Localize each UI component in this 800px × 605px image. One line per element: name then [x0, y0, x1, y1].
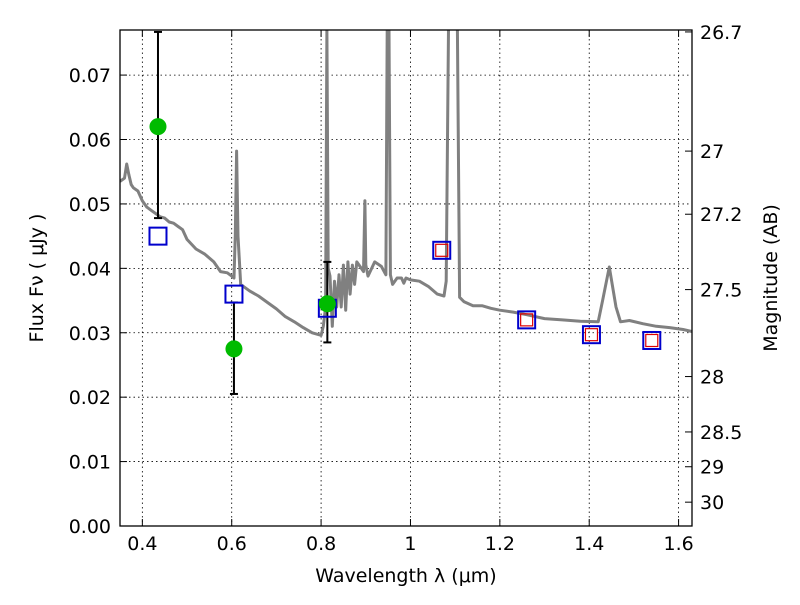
x-tick-label: 0.6	[217, 533, 247, 555]
y-tick-label: 0.05	[69, 194, 111, 216]
y2-tick-label: 27.2	[700, 204, 742, 226]
y-tick-label: 0.01	[69, 452, 111, 474]
observed-points	[149, 118, 336, 358]
y-tick-label: 0.02	[69, 387, 111, 409]
model-small-square	[435, 243, 449, 257]
model-square	[517, 310, 537, 330]
spectrum-curve	[120, 30, 692, 337]
observed-point	[149, 118, 167, 136]
model-small-square	[520, 313, 534, 327]
y-tick-label: 0.00	[69, 516, 111, 538]
model-square	[432, 240, 452, 260]
y-tick-label: 0.04	[69, 258, 111, 280]
x-tick-label: 1.6	[663, 533, 693, 555]
x-tick-label: 0.4	[127, 533, 157, 555]
observed-point	[318, 295, 336, 313]
axis-ticks: 0.4 0.6 0.8 1 1.2 1.4 1.6 0.00 0.01 0.02 0.03 0.04 0…	[69, 22, 743, 555]
y2-tick-label: 28.5	[700, 422, 742, 444]
model-square	[224, 284, 244, 304]
y2-tick-label: 30	[700, 492, 724, 514]
x-axis-title: Wavelength λ (μm)	[315, 565, 496, 587]
model-square	[642, 330, 662, 350]
y-tick-label: 0.06	[69, 130, 111, 152]
model-small-square	[645, 333, 659, 348]
y2-tick-label: 28	[700, 367, 724, 389]
model-square	[581, 325, 601, 345]
x-tick-label: 0.8	[306, 533, 336, 555]
y-tick-label: 0.07	[69, 65, 111, 87]
y2-tick-label: 27.5	[700, 280, 742, 302]
model-square	[148, 226, 168, 246]
observed-point	[225, 340, 243, 358]
y2-tick-label: 29	[700, 457, 724, 479]
y-axis-title: Flux Fν ( μJy )	[26, 214, 48, 343]
x-tick-label: 1.4	[574, 533, 604, 555]
x-tick-label: 1	[404, 533, 416, 555]
y-tick-label: 0.03	[69, 323, 111, 345]
x-tick-label: 1.2	[485, 533, 515, 555]
y2-tick-label: 26.7	[700, 22, 742, 44]
model-small-square	[584, 328, 599, 342]
y2-tick-label: 27	[700, 141, 724, 163]
plot-frame	[119, 29, 693, 527]
spectrum-line	[120, 30, 692, 337]
y2-axis-title: Magnitude (AB)	[760, 204, 782, 352]
model-squares	[148, 226, 662, 350]
